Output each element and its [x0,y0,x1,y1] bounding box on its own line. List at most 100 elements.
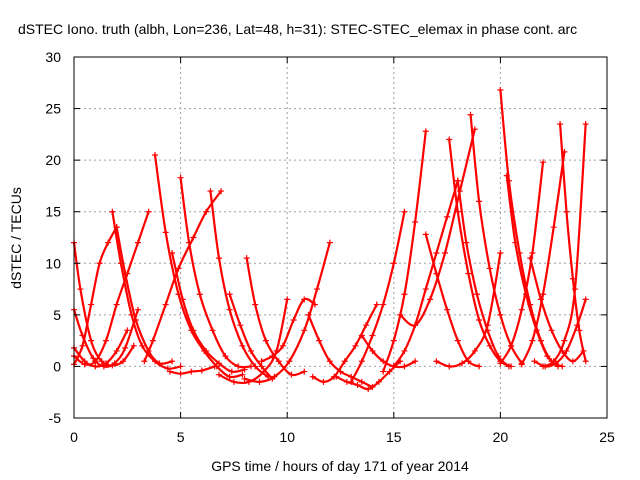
data-point [348,378,355,385]
data-point [258,363,265,370]
data-point [497,249,504,256]
series-25 [380,128,429,375]
data-point [486,265,493,272]
data-point [162,229,169,236]
plot-frame [73,56,608,419]
data-point [326,358,333,365]
data-point [226,373,233,380]
data-point [373,301,380,308]
data-point [563,208,570,215]
y-tick-label: 0 [53,358,61,374]
data-point [582,358,589,365]
data-point [134,306,141,313]
data-point [333,373,340,380]
series-line [559,122,587,363]
series-22 [358,332,419,370]
data-point [473,291,480,298]
data-point [463,239,470,246]
data-point [301,368,308,375]
series-12 [166,363,218,377]
series-23 [348,208,408,385]
data-point [239,342,246,349]
data-point [527,255,534,262]
y-tick-label: 25 [45,101,61,117]
data-point [467,111,474,118]
data-point [326,239,333,246]
data-point [269,353,276,360]
data-point [503,172,510,179]
data-point [111,360,118,367]
data-point [518,361,525,368]
data-point [397,311,404,318]
data-point [105,239,112,246]
data-point [390,337,397,344]
data-point [92,363,99,370]
data-point [354,381,361,388]
data-point [279,342,286,349]
data-point [380,368,387,375]
series-line [307,313,374,389]
data-point [444,306,451,313]
y-tick-label: 20 [45,152,61,168]
data-point [454,208,461,215]
data-point [476,363,483,370]
series-39 [527,255,587,365]
series-27 [397,126,478,329]
series-line [350,210,406,383]
data-point [548,327,555,334]
series-line [115,226,174,365]
data-point [358,332,365,339]
data-point [305,311,312,318]
series-32 [497,87,566,370]
series-5 [71,208,152,368]
series-38 [531,296,589,370]
data-point [380,301,387,308]
data-point [386,368,393,375]
series-24 [390,177,461,370]
series-line [143,190,223,363]
data-point [203,347,210,354]
x-axis-label: GPS time / hours of day 171 of year 2014 [211,458,469,474]
data-point [412,219,419,226]
data-point [132,317,139,324]
data-point [215,371,222,378]
axes-layer: 0 5 10 15 20 25 -5 0 5 10 15 20 25 30 [45,49,615,445]
data-point [96,260,103,267]
data-point [444,213,451,220]
data-point [141,358,148,365]
data-point [134,239,141,246]
data-point [380,358,387,365]
data-point [559,347,566,354]
series-6 [109,208,184,372]
data-point [211,363,218,370]
data-point [113,347,120,354]
data-point [574,322,581,329]
data-point [252,363,259,370]
data-point [544,353,551,360]
data-point [446,363,453,370]
data-point [495,353,502,360]
data-point [540,291,547,298]
data-point [529,249,536,256]
data-point [290,317,297,324]
series-line [209,190,270,378]
data-point [186,239,193,246]
series-line [153,153,244,379]
data-point [401,363,408,370]
data-point [320,378,327,385]
series-layer [71,87,589,393]
data-point [363,322,370,329]
data-point [518,306,525,313]
series-line [541,122,587,368]
data-point [102,360,109,367]
data-point [316,337,323,344]
data-point [260,368,267,375]
data-point [179,296,186,303]
series-18 [258,296,318,365]
series-15 [243,255,308,378]
x-tick-label: 5 [177,429,185,445]
data-point [505,363,512,370]
series-13 [207,188,272,380]
series-29 [454,177,512,370]
data-point [88,301,95,308]
